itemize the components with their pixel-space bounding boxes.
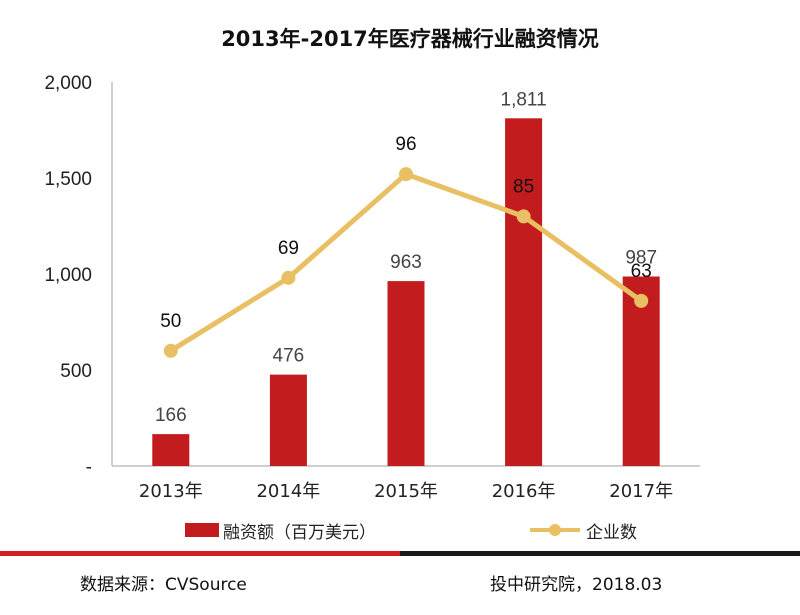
legend-bar-swatch <box>185 523 219 537</box>
y-tick-label: 1,500 <box>44 169 92 190</box>
bar <box>152 434 190 466</box>
footer-divider-red <box>0 551 400 556</box>
bar-data-label: 166 <box>155 405 187 426</box>
line-data-label: 96 <box>395 134 416 155</box>
chart-title: 2013年-2017年医疗器械行业融资情况 <box>221 27 599 51</box>
line-point <box>399 167 413 182</box>
bar-data-label: 1,811 <box>501 89 547 110</box>
bar <box>622 276 660 466</box>
x-tick-label: 2017年 <box>609 481 673 502</box>
bar-data-label: 963 <box>390 252 422 273</box>
y-axis-ticks: - 500 1,000 1,500 2,000 <box>44 73 92 478</box>
line-data-label: 50 <box>160 311 181 332</box>
bar-data-label: 987 <box>625 247 657 268</box>
y-tick-label: 1,000 <box>44 265 92 286</box>
y-tick-label: 2,000 <box>44 73 92 94</box>
line-data-label: 85 <box>513 176 534 197</box>
x-tick-label: 2015年 <box>374 481 438 502</box>
line-point <box>281 270 296 285</box>
bar-series: 166 476 963 1,811 987 <box>152 89 660 467</box>
x-axis-ticks: 2013年 2014年 2015年 2016年 2017年 <box>139 481 673 502</box>
line-data-label: 63 <box>631 261 652 282</box>
x-tick-label: 2014年 <box>256 481 320 502</box>
line-data-label: 69 <box>278 238 299 259</box>
legend-bar-label: 融资额（百万美元） <box>223 523 376 543</box>
line-series: 50 69 96 85 63 <box>160 134 652 358</box>
x-tick-label: 2016年 <box>492 481 556 502</box>
footer-source: 数据来源：CVSource <box>80 575 247 595</box>
bar <box>269 374 307 466</box>
bar-data-label: 476 <box>273 346 305 367</box>
y-tick-label: 500 <box>60 361 92 382</box>
line-point <box>516 209 531 224</box>
legend-line-label: 企业数 <box>586 523 637 543</box>
line-point <box>163 343 178 358</box>
bar <box>505 118 543 467</box>
y-tick-label: - <box>86 457 92 478</box>
line-point <box>634 293 649 308</box>
bar <box>387 281 425 466</box>
x-tick-label: 2013年 <box>139 481 203 502</box>
legend: 融资额（百万美元） 企业数 <box>185 523 637 543</box>
legend-line-marker <box>549 524 561 536</box>
footer-divider-black <box>400 551 800 556</box>
footer-credit: 投中研究院，2018.03 <box>490 575 662 595</box>
